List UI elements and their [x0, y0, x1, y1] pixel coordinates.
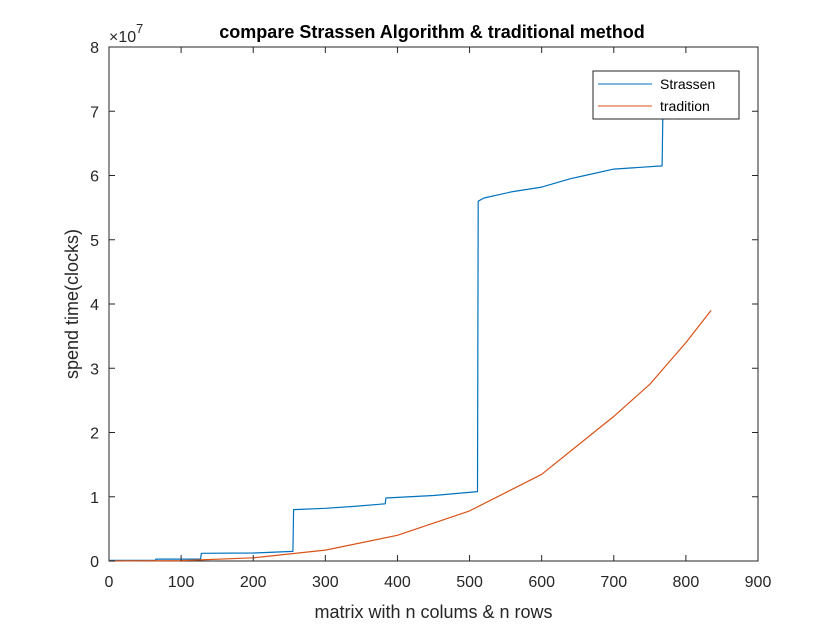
x-tick-label: 700 [600, 574, 627, 591]
y-tick-label: 6 [90, 169, 99, 186]
x-axis-label: matrix with n colums & n rows [314, 602, 552, 622]
legend-box [592, 70, 740, 120]
y-tick-label: 5 [90, 233, 99, 250]
y-tick-label: 1 [90, 490, 99, 507]
series-line-strassen [109, 117, 687, 562]
series-layer [109, 117, 712, 562]
x-tick-label: 800 [673, 574, 700, 591]
y-tick-label: 2 [90, 426, 99, 443]
legend-label-strassen: Strassen [660, 76, 715, 92]
plot-area: 0 100 200 300 400 500 600 700 800 900 0 1 2 3 4 5 6 7 8 [90, 40, 771, 591]
x-tick-label: 200 [240, 574, 267, 591]
y-tick-label: 7 [90, 104, 99, 121]
x-tick-label: 300 [312, 574, 339, 591]
y-tick-label: 4 [90, 297, 99, 314]
y-tick-label: 8 [90, 40, 99, 57]
x-tick-label: 0 [105, 574, 114, 591]
x-tick-label: 900 [745, 574, 772, 591]
series-line-tradition [109, 310, 712, 562]
legend: Strassen tradition [592, 70, 740, 120]
y-exponent-power: 7 [136, 21, 143, 36]
ticks-layer: 0 100 200 300 400 500 600 700 800 900 0 1 2 3 4 5 6 7 8 [90, 40, 771, 591]
x-tick-label: 500 [456, 574, 483, 591]
axes-box [108, 46, 759, 562]
y-tick-label: 0 [90, 554, 99, 571]
legend-label-tradition: tradition [660, 98, 710, 114]
y-exponent-base: ×10 [109, 29, 136, 46]
y-axis-label: spend time(clocks) [62, 229, 82, 379]
x-tick-label: 100 [168, 574, 195, 591]
x-tick-label: 400 [384, 574, 411, 591]
x-tick-label: 600 [528, 574, 555, 591]
y-tick-label: 3 [90, 361, 99, 378]
chart-title: compare Strassen Algorithm & traditional… [219, 22, 644, 42]
